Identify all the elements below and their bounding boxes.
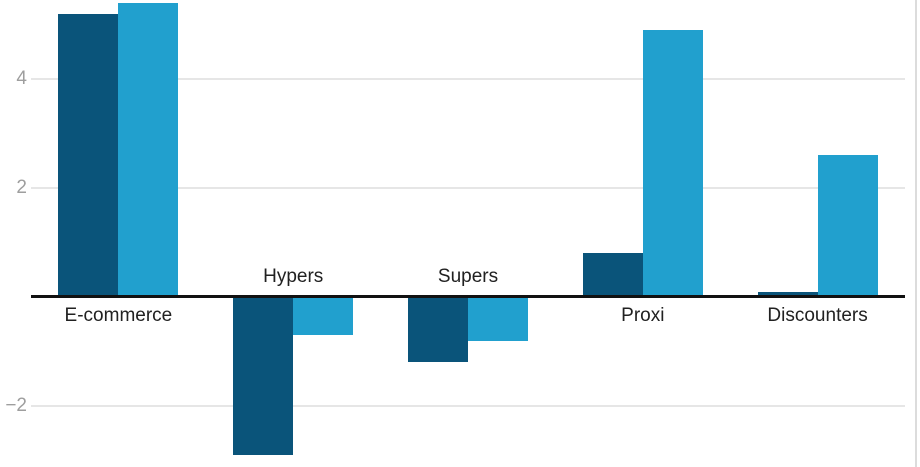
category-label-hypers: Hypers (263, 265, 324, 287)
gridline-y2 (31, 186, 905, 189)
bar-proxi-dark[interactable] (582, 253, 643, 297)
bar-proxi-light[interactable] (642, 29, 703, 297)
bar-discounters-light[interactable] (817, 155, 878, 297)
category-label-supers: Supers (437, 265, 499, 287)
y-tick-label: 2 (16, 176, 27, 198)
chart-right-border (915, 0, 917, 467)
bar-hypers-dark[interactable] (233, 296, 294, 455)
bar-discounters-dark[interactable] (757, 291, 818, 297)
x-axis-line (31, 295, 905, 299)
category-label-discounters: Discounters (767, 304, 868, 326)
y-tick-label: −2 (5, 394, 27, 416)
bar-e-commerce-dark[interactable] (58, 13, 119, 297)
gridline-y-2 (31, 404, 905, 407)
bar-hypers-light[interactable] (293, 296, 354, 336)
bar-e-commerce-light[interactable] (118, 2, 179, 297)
bar-supers-dark[interactable] (408, 296, 468, 363)
category-label-e-commerce: E-commerce (64, 304, 173, 326)
gridline-y4 (31, 78, 905, 80)
category-label-proxi: Proxi (621, 304, 665, 326)
y-tick-label: 4 (16, 68, 27, 89)
bar-supers-light[interactable] (468, 296, 528, 341)
